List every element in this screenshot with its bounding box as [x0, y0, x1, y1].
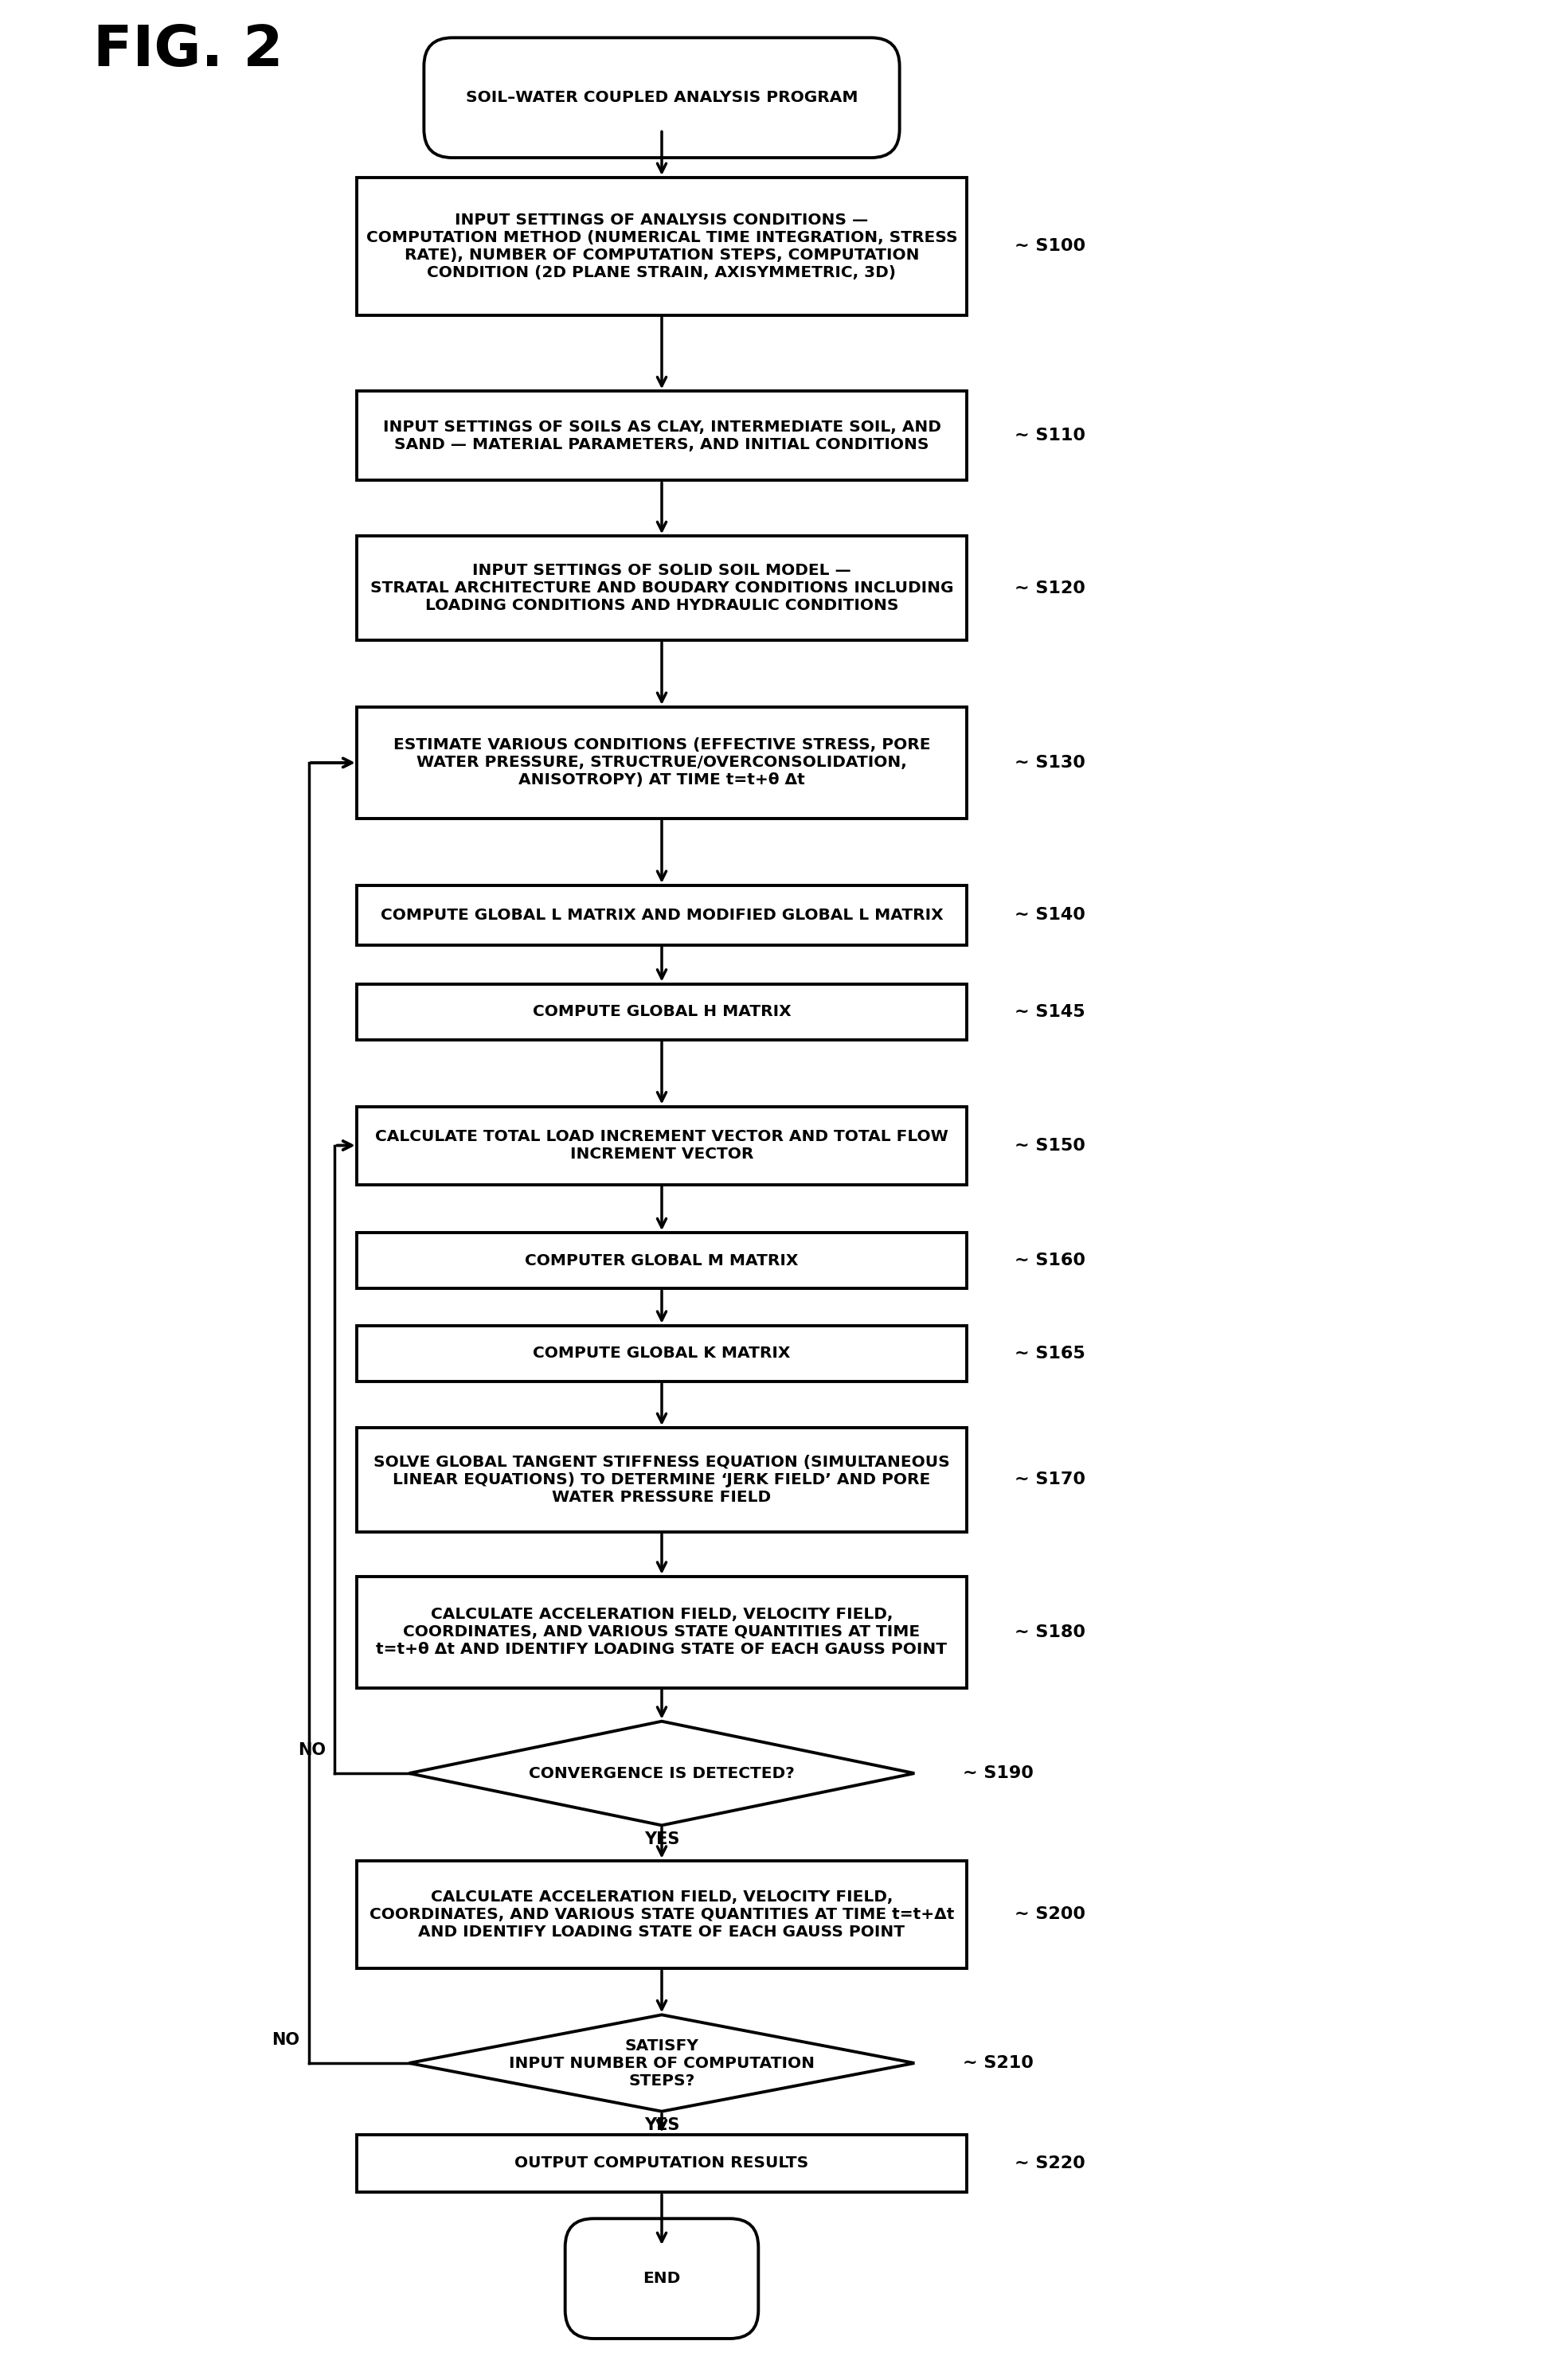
Text: ∼ S190: ∼ S190 — [963, 1766, 1033, 1780]
Text: ∼ S110: ∼ S110 — [1014, 428, 1085, 443]
Text: COMPUTE GLOBAL K MATRIX: COMPUTE GLOBAL K MATRIX — [533, 1347, 790, 1361]
Text: ∼ S120: ∼ S120 — [1014, 581, 1085, 595]
Bar — [358, 707, 966, 819]
Text: ∼ S220: ∼ S220 — [1014, 2156, 1085, 2171]
Bar — [358, 1576, 966, 1687]
Bar — [358, 536, 966, 640]
Text: FIG. 2: FIG. 2 — [93, 24, 284, 79]
Text: ∼ S200: ∼ S200 — [1014, 1906, 1085, 1923]
Polygon shape — [409, 2016, 914, 2111]
Bar — [358, 1861, 966, 1968]
Bar — [358, 1107, 966, 1185]
Bar — [358, 1326, 966, 1380]
Text: CALCULATE TOTAL LOAD INCREMENT VECTOR AND TOTAL FLOW
INCREMENT VECTOR: CALCULATE TOTAL LOAD INCREMENT VECTOR AN… — [375, 1128, 949, 1161]
FancyBboxPatch shape — [423, 38, 900, 157]
Bar — [358, 390, 966, 481]
Text: COMPUTE GLOBAL H MATRIX: COMPUTE GLOBAL H MATRIX — [533, 1004, 790, 1019]
Text: OUTPUT COMPUTATION RESULTS: OUTPUT COMPUTATION RESULTS — [514, 2156, 809, 2171]
Text: CONVERGENCE IS DETECTED?: CONVERGENCE IS DETECTED? — [528, 1766, 795, 1780]
Text: ∼ S165: ∼ S165 — [1014, 1345, 1085, 1361]
Text: INPUT SETTINGS OF SOILS AS CLAY, INTERMEDIATE SOIL, AND
SAND — MATERIAL PARAMETE: INPUT SETTINGS OF SOILS AS CLAY, INTERME… — [383, 419, 941, 452]
Text: YES: YES — [644, 1830, 679, 1847]
Bar — [358, 983, 966, 1040]
Bar — [358, 1233, 966, 1288]
Text: ∼ S210: ∼ S210 — [963, 2056, 1033, 2071]
Text: COMPUTER GLOBAL M MATRIX: COMPUTER GLOBAL M MATRIX — [525, 1252, 798, 1269]
Text: ∼ S140: ∼ S140 — [1014, 907, 1085, 923]
Text: ∼ S150: ∼ S150 — [1014, 1138, 1085, 1154]
Text: ∼ S130: ∼ S130 — [1014, 754, 1085, 771]
Text: ∼ S145: ∼ S145 — [1014, 1004, 1085, 1019]
Text: INPUT SETTINGS OF ANALYSIS CONDITIONS —
COMPUTATION METHOD (NUMERICAL TIME INTEG: INPUT SETTINGS OF ANALYSIS CONDITIONS — … — [365, 212, 958, 281]
Text: CALCULATE ACCELERATION FIELD, VELOCITY FIELD,
COORDINATES, AND VARIOUS STATE QUA: CALCULATE ACCELERATION FIELD, VELOCITY F… — [370, 1890, 955, 1940]
Text: INPUT SETTINGS OF SOLID SOIL MODEL —
STRATAL ARCHITECTURE AND BOUDARY CONDITIONS: INPUT SETTINGS OF SOLID SOIL MODEL — STR… — [370, 564, 953, 614]
Text: NO: NO — [271, 2033, 299, 2049]
Text: SATISFY
INPUT NUMBER OF COMPUTATION
STEPS?: SATISFY INPUT NUMBER OF COMPUTATION STEP… — [510, 2037, 815, 2087]
Text: NO: NO — [298, 1742, 326, 1759]
Bar — [358, 178, 966, 314]
Text: ∼ S160: ∼ S160 — [1014, 1252, 1085, 1269]
Text: END: END — [643, 2271, 681, 2287]
Text: ∼ S100: ∼ S100 — [1014, 238, 1085, 255]
Bar — [358, 1428, 966, 1533]
Text: CALCULATE ACCELERATION FIELD, VELOCITY FIELD,
COORDINATES, AND VARIOUS STATE QUA: CALCULATE ACCELERATION FIELD, VELOCITY F… — [376, 1606, 947, 1656]
Text: ∼ S180: ∼ S180 — [1014, 1623, 1085, 1640]
Text: ∼ S170: ∼ S170 — [1014, 1471, 1085, 1488]
Text: SOIL–WATER COUPLED ANALYSIS PROGRAM: SOIL–WATER COUPLED ANALYSIS PROGRAM — [466, 90, 858, 105]
Polygon shape — [409, 1721, 914, 1825]
Bar — [358, 2135, 966, 2192]
Bar — [358, 885, 966, 945]
Text: SOLVE GLOBAL TANGENT STIFFNESS EQUATION (SIMULTANEOUS
LINEAR EQUATIONS) TO DETER: SOLVE GLOBAL TANGENT STIFFNESS EQUATION … — [373, 1454, 950, 1504]
FancyBboxPatch shape — [564, 2218, 759, 2340]
Text: COMPUTE GLOBAL L MATRIX AND MODIFIED GLOBAL L MATRIX: COMPUTE GLOBAL L MATRIX AND MODIFIED GLO… — [381, 907, 942, 923]
Text: YES: YES — [644, 2118, 679, 2132]
Text: ESTIMATE VARIOUS CONDITIONS (EFFECTIVE STRESS, PORE
WATER PRESSURE, STRUCTRUE/OV: ESTIMATE VARIOUS CONDITIONS (EFFECTIVE S… — [394, 738, 930, 788]
